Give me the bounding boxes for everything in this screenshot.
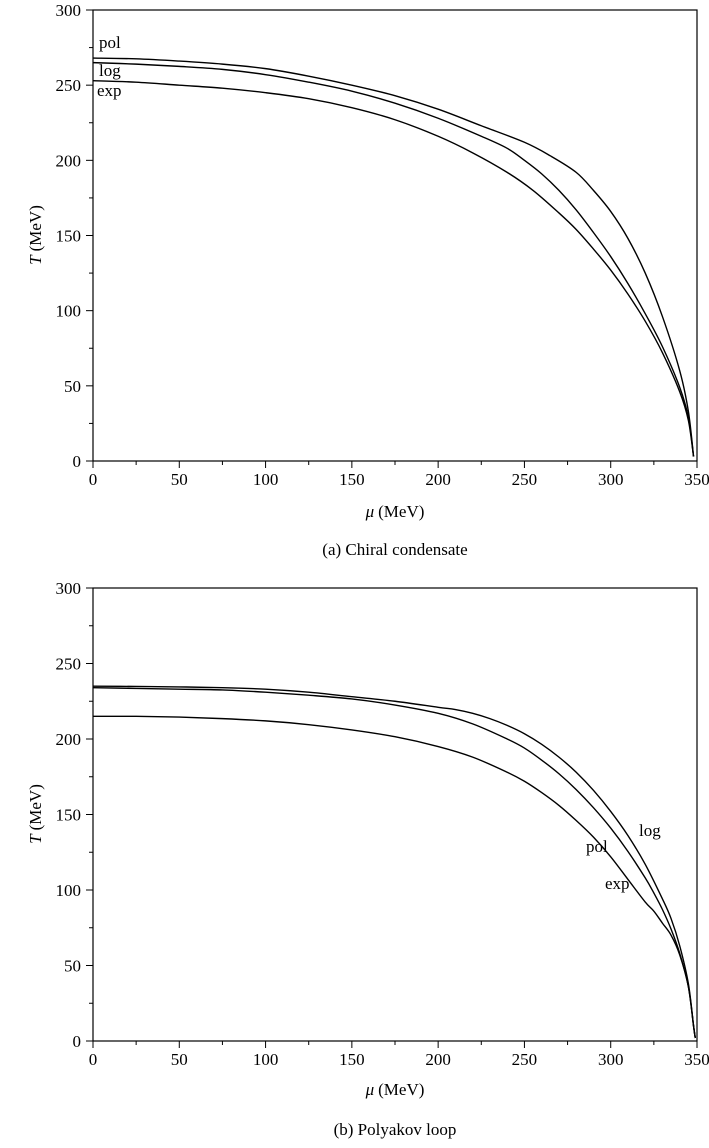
y-tick-labels: 0 50 100 150 200 250 300 [56,1,82,471]
x-tick-label: 200 [425,1050,451,1069]
y-axis-symbol: T [26,833,45,844]
y-tick-label: 300 [56,1,82,20]
x-axis-label: μ (MeV) [365,1080,425,1099]
x-tick-label: 250 [512,470,538,489]
series-line-exp [92,715,696,1039]
y-tick-label: 250 [56,76,82,95]
y-tick-label: 300 [56,579,82,598]
y-tick-label: 50 [64,957,81,976]
y-tick-label: 150 [56,806,82,825]
x-tick-label: 0 [89,470,98,489]
x-tick-label: 350 [684,1050,709,1069]
y-tick-label: 250 [56,655,82,674]
series-label-exp: exp [605,874,630,893]
series-label-log: log [639,821,661,840]
series-line-pol [92,57,695,457]
x-tick-label: 300 [598,470,624,489]
y-axis-symbol: T [26,254,45,265]
y-tick-label: 100 [56,302,82,321]
y-axis-unit: (MeV) [26,784,45,830]
tick-marks [86,9,698,468]
x-tick-label: 100 [253,1050,279,1069]
x-axis-unit: (MeV) [378,502,424,521]
y-axis-label: T (MeV) [26,205,45,265]
series-curves [92,57,695,457]
y-tick-label: 200 [56,730,82,749]
x-tick-labels: 0 50 100 150 200 250 300 350 [89,1050,709,1069]
y-tick-labels: 0 50 100 150 200 250 300 [56,579,82,1051]
series-line-exp [92,79,695,457]
series-label-pol: pol [99,33,121,52]
series-curves [92,685,696,1039]
x-axis-symbol: μ [365,1080,375,1099]
panel-caption: (b) Polyakov loop [334,1120,457,1139]
y-tick-label: 150 [56,227,82,246]
chart-panel-chiral-condensate: 0 50 100 150 200 250 300 350 0 50 100 150 200 250 300… [26,1,709,559]
y-axis-unit: (MeV) [26,205,45,251]
series-label-pol: pol [586,837,608,856]
x-tick-label: 200 [425,470,451,489]
y-tick-label: 50 [64,377,81,396]
x-tick-label: 0 [89,1050,98,1069]
series-label-log: log [99,61,121,80]
x-tick-labels: 0 50 100 150 200 250 300 350 [89,470,709,489]
y-tick-label: 200 [56,151,82,170]
x-tick-label: 250 [512,1050,538,1069]
x-tick-label: 350 [684,470,709,489]
x-tick-label: 300 [598,1050,624,1069]
panel-caption: (a) Chiral condensate [322,540,467,559]
plot-frame [92,9,698,462]
y-axis-label: T (MeV) [26,784,45,844]
tick-marks [86,587,698,1048]
y-tick-label: 0 [73,1032,82,1051]
y-tick-label: 100 [56,881,82,900]
x-tick-label: 50 [171,470,188,489]
series-line-pol [92,686,696,1039]
x-axis-unit: (MeV) [378,1080,424,1099]
series-line-log [92,61,695,457]
chart-panel-polyakov-loop: 0 50 100 150 200 250 300 350 0 50 100 150 200 250 300… [26,579,709,1139]
x-axis-symbol: μ [365,502,375,521]
y-tick-label: 0 [73,452,82,471]
x-tick-label: 100 [253,470,279,489]
series-line-log [92,685,696,1039]
x-tick-label: 150 [339,1050,365,1069]
series-label-exp: exp [97,81,122,100]
x-tick-label: 150 [339,470,365,489]
x-axis-label: μ (MeV) [365,502,425,521]
plot-frame [92,587,698,1042]
x-tick-label: 50 [171,1050,188,1069]
